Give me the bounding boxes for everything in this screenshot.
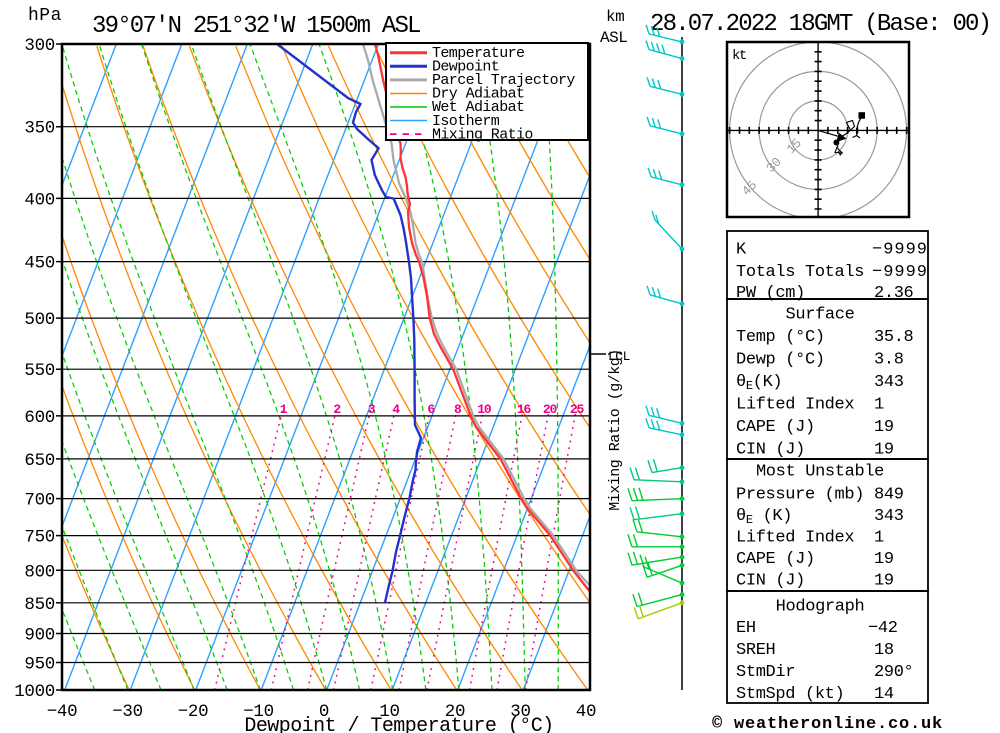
svg-text:km: km	[606, 8, 624, 26]
svg-text:28.07.2022 18GMT (Base: 00): 28.07.2022 18GMT (Base: 00)	[650, 11, 990, 38]
svg-text:40: 40	[576, 702, 596, 722]
svg-text:1: 1	[874, 396, 884, 415]
svg-text:Dewpoint: Dewpoint	[432, 59, 499, 76]
svg-text:850: 850	[24, 595, 55, 615]
svg-text:Most Unstable: Most Unstable	[756, 463, 884, 482]
svg-text:θE (K): θE (K)	[736, 507, 792, 527]
svg-text:StmSpd (kt): StmSpd (kt)	[736, 685, 844, 704]
svg-text:−30: −30	[112, 702, 143, 722]
svg-text:−42: −42	[868, 619, 898, 638]
svg-text:Wet Adiabat: Wet Adiabat	[432, 99, 524, 116]
svg-text:Parcel Trajectory: Parcel Trajectory	[432, 72, 575, 89]
svg-text:343: 343	[874, 373, 904, 392]
svg-text:19: 19	[874, 572, 894, 591]
svg-text:18: 18	[874, 641, 894, 660]
svg-text:19: 19	[874, 441, 894, 460]
svg-text:450: 450	[24, 254, 55, 274]
svg-text:19: 19	[874, 550, 894, 569]
svg-text:K: K	[736, 241, 747, 260]
svg-text:350: 350	[24, 119, 55, 139]
svg-text:16: 16	[517, 402, 532, 417]
svg-text:3.8: 3.8	[874, 351, 904, 370]
svg-text:0: 0	[319, 702, 329, 722]
svg-text:750: 750	[24, 528, 55, 548]
svg-text:1000: 1000	[14, 682, 55, 702]
svg-text:2.36: 2.36	[874, 284, 914, 303]
svg-text:CAPE (J): CAPE (J)	[736, 418, 815, 437]
svg-text:CIN (J): CIN (J)	[736, 441, 805, 460]
svg-text:Totals Totals: Totals Totals	[736, 263, 864, 282]
svg-text:ASL: ASL	[600, 29, 627, 47]
svg-text:−20: −20	[178, 702, 209, 722]
svg-text:20: 20	[543, 402, 558, 417]
svg-text:290°: 290°	[874, 663, 913, 682]
svg-text:Lifted Index: Lifted Index	[736, 529, 854, 548]
svg-text:600: 600	[24, 408, 55, 428]
svg-text:3: 3	[368, 402, 376, 417]
svg-text:700: 700	[24, 491, 55, 511]
svg-text:14: 14	[874, 685, 894, 704]
svg-text:30: 30	[510, 702, 530, 722]
svg-text:Mixing Ratio (g/kg): Mixing Ratio (g/kg)	[607, 349, 624, 511]
svg-text:10: 10	[477, 402, 492, 417]
svg-text:SREH: SREH	[736, 641, 775, 660]
svg-text:hPa: hPa	[28, 6, 62, 26]
svg-text:CIN (J): CIN (J)	[736, 572, 805, 591]
svg-text:EH: EH	[736, 619, 756, 638]
svg-text:8: 8	[454, 402, 462, 417]
svg-text:20: 20	[445, 702, 465, 722]
svg-text:650: 650	[24, 451, 55, 471]
svg-text:−10: −10	[243, 702, 274, 722]
svg-text:6: 6	[427, 402, 435, 417]
svg-text:Temp (°C): Temp (°C)	[736, 328, 825, 347]
svg-text:2: 2	[333, 402, 341, 417]
svg-text:1: 1	[280, 402, 288, 417]
svg-text:39°07'N 251°32'W 1500m ASL: 39°07'N 251°32'W 1500m ASL	[92, 13, 420, 40]
svg-text:θE(K): θE(K)	[736, 373, 782, 393]
svg-text:−40: −40	[47, 702, 78, 722]
svg-text:LCL: LCL	[608, 349, 630, 364]
svg-text:−9999: −9999	[872, 241, 928, 260]
svg-text:35.8: 35.8	[874, 328, 914, 347]
svg-text:PW (cm): PW (cm)	[736, 284, 805, 303]
svg-text:849: 849	[874, 486, 904, 505]
svg-text:CAPE (J): CAPE (J)	[736, 550, 815, 569]
svg-text:800: 800	[24, 562, 55, 582]
svg-text:Isotherm: Isotherm	[432, 113, 500, 130]
svg-text:Pressure (mb): Pressure (mb)	[736, 486, 864, 505]
svg-text:10: 10	[379, 702, 399, 722]
svg-text:25: 25	[570, 402, 585, 417]
svg-text:Temperature: Temperature	[432, 45, 525, 62]
svg-text:Lifted Index: Lifted Index	[736, 396, 854, 415]
svg-text:950: 950	[24, 655, 55, 675]
svg-text:StmDir: StmDir	[736, 663, 795, 682]
svg-text:4: 4	[392, 402, 400, 417]
svg-text:Dry Adiabat: Dry Adiabat	[432, 86, 524, 103]
svg-text:343: 343	[874, 507, 904, 526]
svg-text:−9999: −9999	[872, 263, 928, 282]
svg-text:© weatheronline.co.uk: © weatheronline.co.uk	[712, 715, 943, 733]
svg-text:Surface: Surface	[786, 306, 855, 325]
svg-text:1: 1	[874, 529, 884, 548]
svg-text:Hodograph: Hodograph	[776, 598, 865, 617]
svg-text:400: 400	[24, 190, 55, 210]
svg-text:kt: kt	[732, 48, 746, 64]
svg-text:550: 550	[24, 361, 55, 381]
svg-text:19: 19	[874, 418, 894, 437]
svg-text:Dewpoint / Temperature (°C): Dewpoint / Temperature (°C)	[244, 715, 553, 733]
svg-text:Mixing Ratio: Mixing Ratio	[432, 126, 533, 143]
svg-text:500: 500	[24, 310, 55, 330]
svg-text:900: 900	[24, 626, 55, 646]
svg-text:300: 300	[24, 36, 55, 56]
svg-text:Dewp (°C): Dewp (°C)	[736, 351, 825, 370]
